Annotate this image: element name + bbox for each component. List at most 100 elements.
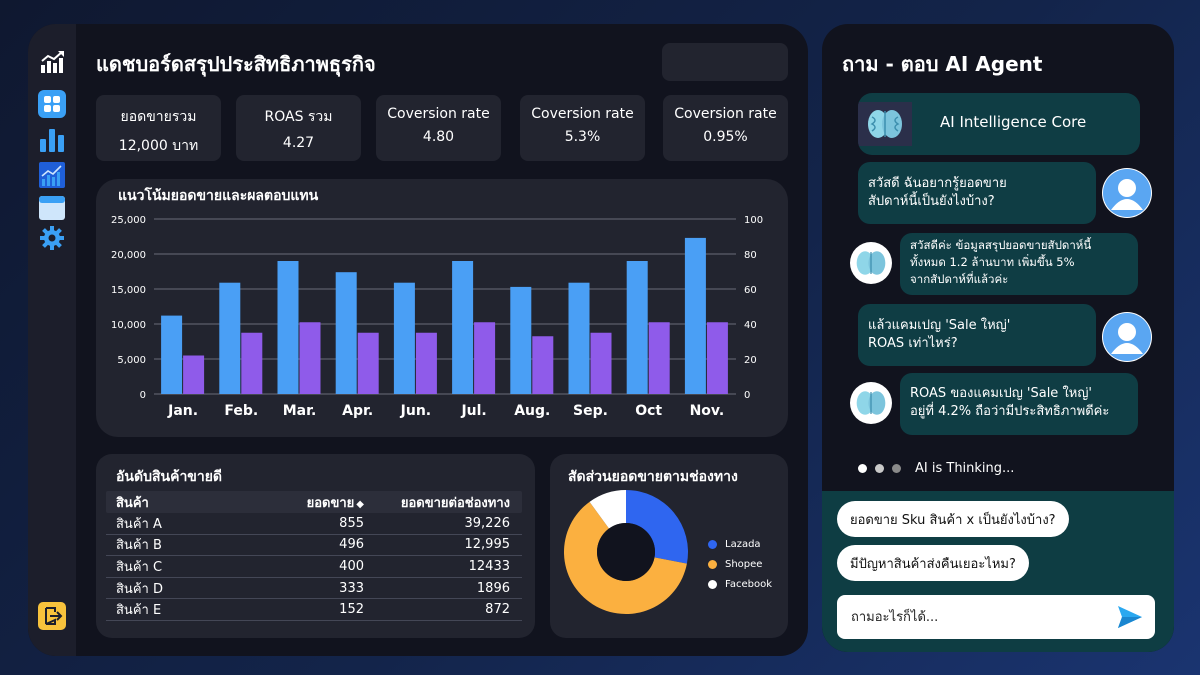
donut-slice-shopee [564,501,687,614]
y2-tick-label: 20 [744,355,757,366]
kpi-label: Coversion rate [531,106,634,122]
bar-return [357,332,379,394]
legend-dot [708,579,717,589]
bar-sales [452,261,474,394]
y-tick-label: 10,000 [111,320,146,331]
x-tick-label: Aug. [514,403,550,419]
cell-channel-sales: 39,226 [464,515,511,531]
x-tick-label: Oct [635,403,662,419]
bar-return [415,332,437,394]
bar-return [648,322,670,394]
browser-window-icon[interactable] [38,194,66,222]
kpi-label: ROAS รวม [264,109,333,125]
cell-channel-sales: 12,995 [464,537,511,553]
cell-product: สินค้า A [116,516,162,532]
y-tick-label: 0 [140,390,146,401]
sidebar [28,24,76,656]
x-tick-label: Jan. [167,403,198,419]
chart-title: แนวโน้มยอดขายและผลตอบแทน [118,188,319,204]
x-tick-label: Mar. [283,403,317,419]
bar-return [474,322,496,394]
donut-hole [597,523,655,581]
x-tick-label: Sep. [573,403,608,419]
kpi-value: 4.27 [282,135,315,151]
ai-core-label: AI Intelligence Core [940,113,1087,131]
bar-sales [161,315,183,394]
message-line: อยู่ที่ 4.2% ถือว่ามีประสิทธิภาพดีค่ะ [910,404,1110,419]
y-tick-label: 15,000 [111,285,146,296]
ask-input[interactable] [837,595,1107,639]
ai-thinking-indicator: AI is Thinking... [858,461,1014,476]
line-chart-icon[interactable] [38,161,66,189]
grid-dashboard-icon[interactable] [38,90,66,118]
y2-tick-label: 80 [744,250,757,261]
kpi-card-conversion-2: Coversion rate 5.3% [520,95,645,161]
bar-sales [219,282,241,394]
header-product: สินค้า [116,495,149,511]
legend-label: Facebook [725,578,772,590]
cell-channel-sales: 1896 [476,580,510,596]
y2-tick-label: 100 [744,215,763,226]
legend-label: Shopee [725,558,763,570]
top-products-table: สินค้า ยอดขาย ◆ ยอดขายต่อช่องทาง สินค้า A… [106,491,522,621]
channel-donut-chart [564,490,688,614]
cell-product: สินค้า E [116,603,162,619]
legend-label: Lazada [725,538,761,550]
pie-legend: Lazada Shopee Facebook [708,534,772,594]
cell-sales: 333 [339,580,364,596]
send-icon[interactable] [1117,605,1143,629]
cell-sales: 152 [339,602,364,618]
y-tick-label: 20,000 [111,250,146,261]
y2-tick-label: 60 [744,285,757,296]
table-row[interactable]: สินค้า A 855 39,226 [106,513,522,535]
dashboard-window: แดชบอร์ดสรุปประสิทธิภาพธุรกิจ ยอดขายรวม … [28,24,808,656]
user-avatar [1102,168,1152,218]
sales-trend-chart: 25,000 100 20,000 80 15,000 60 10,000 40 5,000 20… [111,215,763,419]
header-action-box[interactable] [662,43,788,81]
kpi-value: 4.80 [422,129,455,145]
header-sales[interactable]: ยอดขาย ◆ [246,492,364,513]
legend-item-lazada: Lazada [708,534,772,554]
cell-product: สินค้า D [116,581,163,597]
suggestion-chip-sku[interactable]: ยอดขาย Sku สินค้า x เป็นยังไงบ้าง? [837,501,1069,537]
suggestion-chip-returns[interactable]: มีปัญหาสินค้าส่งคืนเยอะไหม? [837,545,1029,581]
kpi-label: ยอดขายรวม [120,109,197,125]
table-row[interactable]: สินค้า C 400 12433 [106,556,522,578]
kpi-card-conversion-3: Coversion rate 0.95% [663,95,788,161]
bar-return [532,336,554,394]
y2-tick-label: 0 [744,390,750,401]
chat-message-user: แล้วแคมเปญ 'Sale ใหญ่' ROAS เท่าไหร่? [858,304,1096,366]
donut-slice-lazada [626,490,688,564]
logout-icon[interactable] [38,602,66,630]
table-row[interactable]: สินค้า E 152 872 [106,599,522,621]
gear-icon[interactable] [38,224,66,252]
x-tick-label: Nov. [690,403,725,419]
x-tick-label: Jun. [400,403,431,419]
channel-share-card: สัดส่วนยอดขายตามช่องทาง Lazada Shopee Fa… [550,454,788,638]
thinking-dot [875,464,884,473]
table-row[interactable]: สินค้า B 496 12,995 [106,535,522,557]
bar-return [706,322,728,394]
sort-icon[interactable]: ◆ [356,498,364,510]
kpi-value: 12,000 บาท [118,138,199,154]
bar-return [590,332,612,394]
legend-item-facebook: Facebook [708,574,772,594]
cell-channel-sales: 872 [485,602,510,618]
thinking-label: AI is Thinking... [915,461,1015,476]
y-tick-label: 25,000 [111,215,146,226]
x-tick-label: Feb. [224,403,258,419]
analytics-logo-icon [38,48,66,76]
sales-trend-chart-card: 25,000 100 20,000 80 15,000 60 10,000 40 5,000 20… [96,179,788,437]
ai-core-card: AI Intelligence Core [858,93,1140,155]
bar-sales [393,282,415,394]
bar-return [241,332,263,394]
ai-panel-title: ถาม - ตอบ AI Agent [842,52,1043,76]
bar-chart-icon[interactable] [38,126,66,154]
bar-return [183,355,205,394]
message-line: ROAS เท่าไหร่? [868,336,958,351]
thinking-dot [858,464,867,473]
bar-sales [568,282,590,394]
bar-sales [335,272,357,394]
table-row[interactable]: สินค้า D 333 1896 [106,578,522,600]
brain-icon [858,102,912,146]
